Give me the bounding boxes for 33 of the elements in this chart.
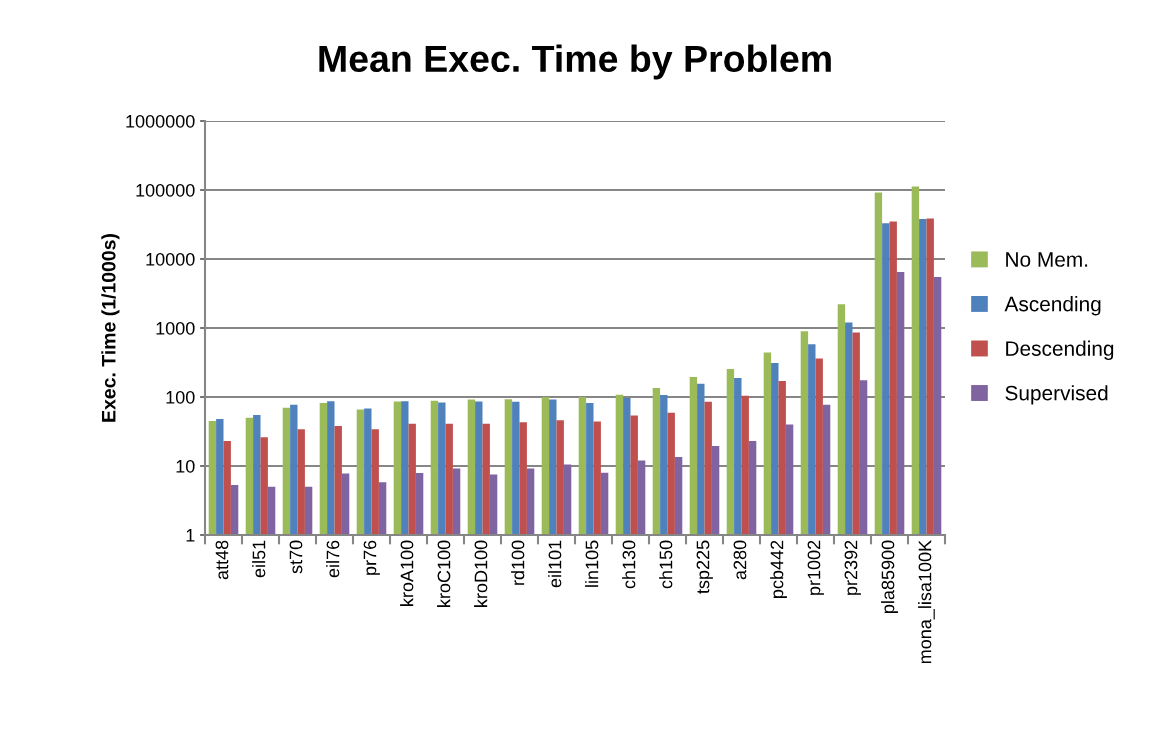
x-tick-label: pr2392 <box>844 540 861 595</box>
y-tick-label: 100000 <box>136 183 195 197</box>
chart-title: Mean Exec. Time by Problem <box>319 44 831 80</box>
x-tick-label: tsp225 <box>696 540 713 594</box>
x-tick-label: a280 <box>733 540 747 580</box>
x-tick-label: rd100 <box>511 540 525 585</box>
legend-label: Supervised <box>1005 385 1108 405</box>
x-tick-label: kroD100 <box>474 540 488 607</box>
x-tick-label: pcb442 <box>770 540 787 598</box>
x-tick-label: ch130 <box>622 540 636 589</box>
x-tick-label: eil76 <box>326 540 340 578</box>
legend-label: Ascending <box>1004 296 1101 316</box>
x-tick-label: pla85900 <box>881 540 898 613</box>
y-tick-label: 1000000 <box>126 114 195 128</box>
x-tick-label: kroA100 <box>400 540 414 606</box>
legend-label: Descending <box>1006 340 1114 361</box>
x-tick-label: eil51 <box>252 540 266 578</box>
y-tick-label: 10000 <box>146 252 195 266</box>
x-tick-label: pr76 <box>363 540 380 575</box>
x-tick-label: mona_lisa100K <box>918 540 935 664</box>
x-tick-label: pr1002 <box>807 540 824 595</box>
y-tick-label: 1000 <box>156 321 195 335</box>
y-tick-label: 1 <box>186 529 195 542</box>
y-axis-title: Exec. Time (1/1000s) <box>101 234 120 422</box>
x-tick-label: st70 <box>289 540 303 574</box>
y-tick-label: 100 <box>166 390 195 404</box>
x-tick-label: lin105 <box>585 540 599 587</box>
x-tick-label: eil101 <box>548 540 562 588</box>
x-tick-label: kroC100 <box>437 540 451 607</box>
legend-label: No Mem. <box>1006 252 1088 267</box>
x-tick-label: ch150 <box>659 540 673 589</box>
x-tick-label: att48 <box>215 540 229 580</box>
y-tick-label: 10 <box>176 459 195 473</box>
